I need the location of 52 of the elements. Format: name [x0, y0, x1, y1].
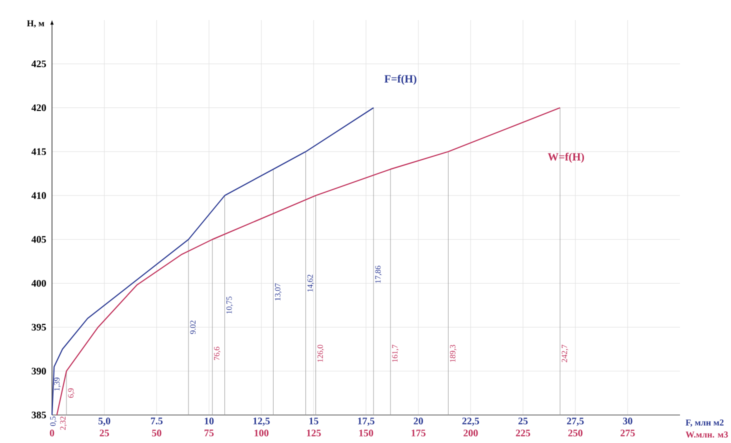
y-tick-label: 385 — [32, 412, 46, 418]
x-tick-label: 20 — [414, 418, 423, 424]
x-tick-label: 12,5 — [253, 418, 270, 426]
x-tick-label: 22,5 — [462, 418, 480, 426]
x2-tick-label: 25 — [100, 430, 109, 436]
x2-axis-title: W.млн. м3 — [686, 432, 728, 438]
text: 0,5 — [50, 416, 57, 426]
ref-line-label: 14,62 — [307, 274, 314, 292]
x-tick-label: 25 — [518, 418, 528, 424]
y-tick-label: 395 — [32, 324, 46, 331]
ref-line-label: 76,6 — [214, 346, 221, 360]
y-tick-label: 425 — [31, 60, 46, 68]
x-tick-label: 5,0 — [98, 418, 110, 426]
y-tick-label: 410 — [31, 192, 46, 199]
y-tick-label: 390 — [32, 368, 46, 374]
text: W=f(H) — [548, 152, 584, 163]
x2-tick-label: 200 — [464, 430, 478, 436]
ref-line-label: 6,9 — [68, 388, 75, 398]
y-tick-label: 400 — [31, 280, 46, 287]
ref-line-label: 13,07 — [274, 283, 282, 300]
x-tick-label: 7.5 — [150, 418, 163, 424]
x-tick-label: 10 — [204, 418, 214, 424]
x2-tick-label: 150 — [359, 430, 374, 436]
x-tick-label: 27,5 — [567, 418, 584, 426]
y-tick-label: 405 — [31, 236, 46, 243]
ref-line-label: 17,86 — [375, 266, 382, 283]
ref-line-label: 189,3 — [450, 344, 457, 362]
x2-tick-label: 250 — [568, 430, 582, 436]
y-tick-label: 415 — [31, 148, 46, 155]
ref-line-label: 242,7 — [562, 344, 568, 362]
x2-tick-label: 175 — [412, 430, 426, 436]
x2-tick-label: 0 — [50, 430, 54, 436]
x-tick-label: 30 — [623, 418, 632, 424]
ref-line-label: 9.02 — [190, 320, 196, 334]
x-axis-title: F, млн м2 — [686, 420, 724, 427]
text: F=f(H) — [384, 74, 416, 85]
x2-tick-label: 225 — [516, 430, 530, 436]
ref-line-label: 126,0 — [317, 344, 324, 362]
x2-tick-label: 275 — [620, 430, 635, 436]
y-tick-label: 420 — [31, 104, 46, 112]
x-tick-label: 15 — [309, 418, 318, 424]
x2-tick-label: 125 — [306, 430, 321, 436]
text: 2,32 — [60, 416, 67, 430]
line-series — [51, 107, 374, 416]
annotation: 1,39 — [54, 378, 61, 391]
y-axis-title: H, м — [27, 20, 44, 28]
x2-tick-label: 75 — [204, 430, 214, 436]
ref-line-label: 161,7 — [392, 344, 399, 362]
x2-tick-label: 50 — [152, 430, 162, 436]
x-tick-label: 17,5 — [358, 418, 374, 426]
x2-tick-label: 100 — [254, 430, 268, 436]
ref-line-label: 10,75 — [226, 296, 233, 314]
